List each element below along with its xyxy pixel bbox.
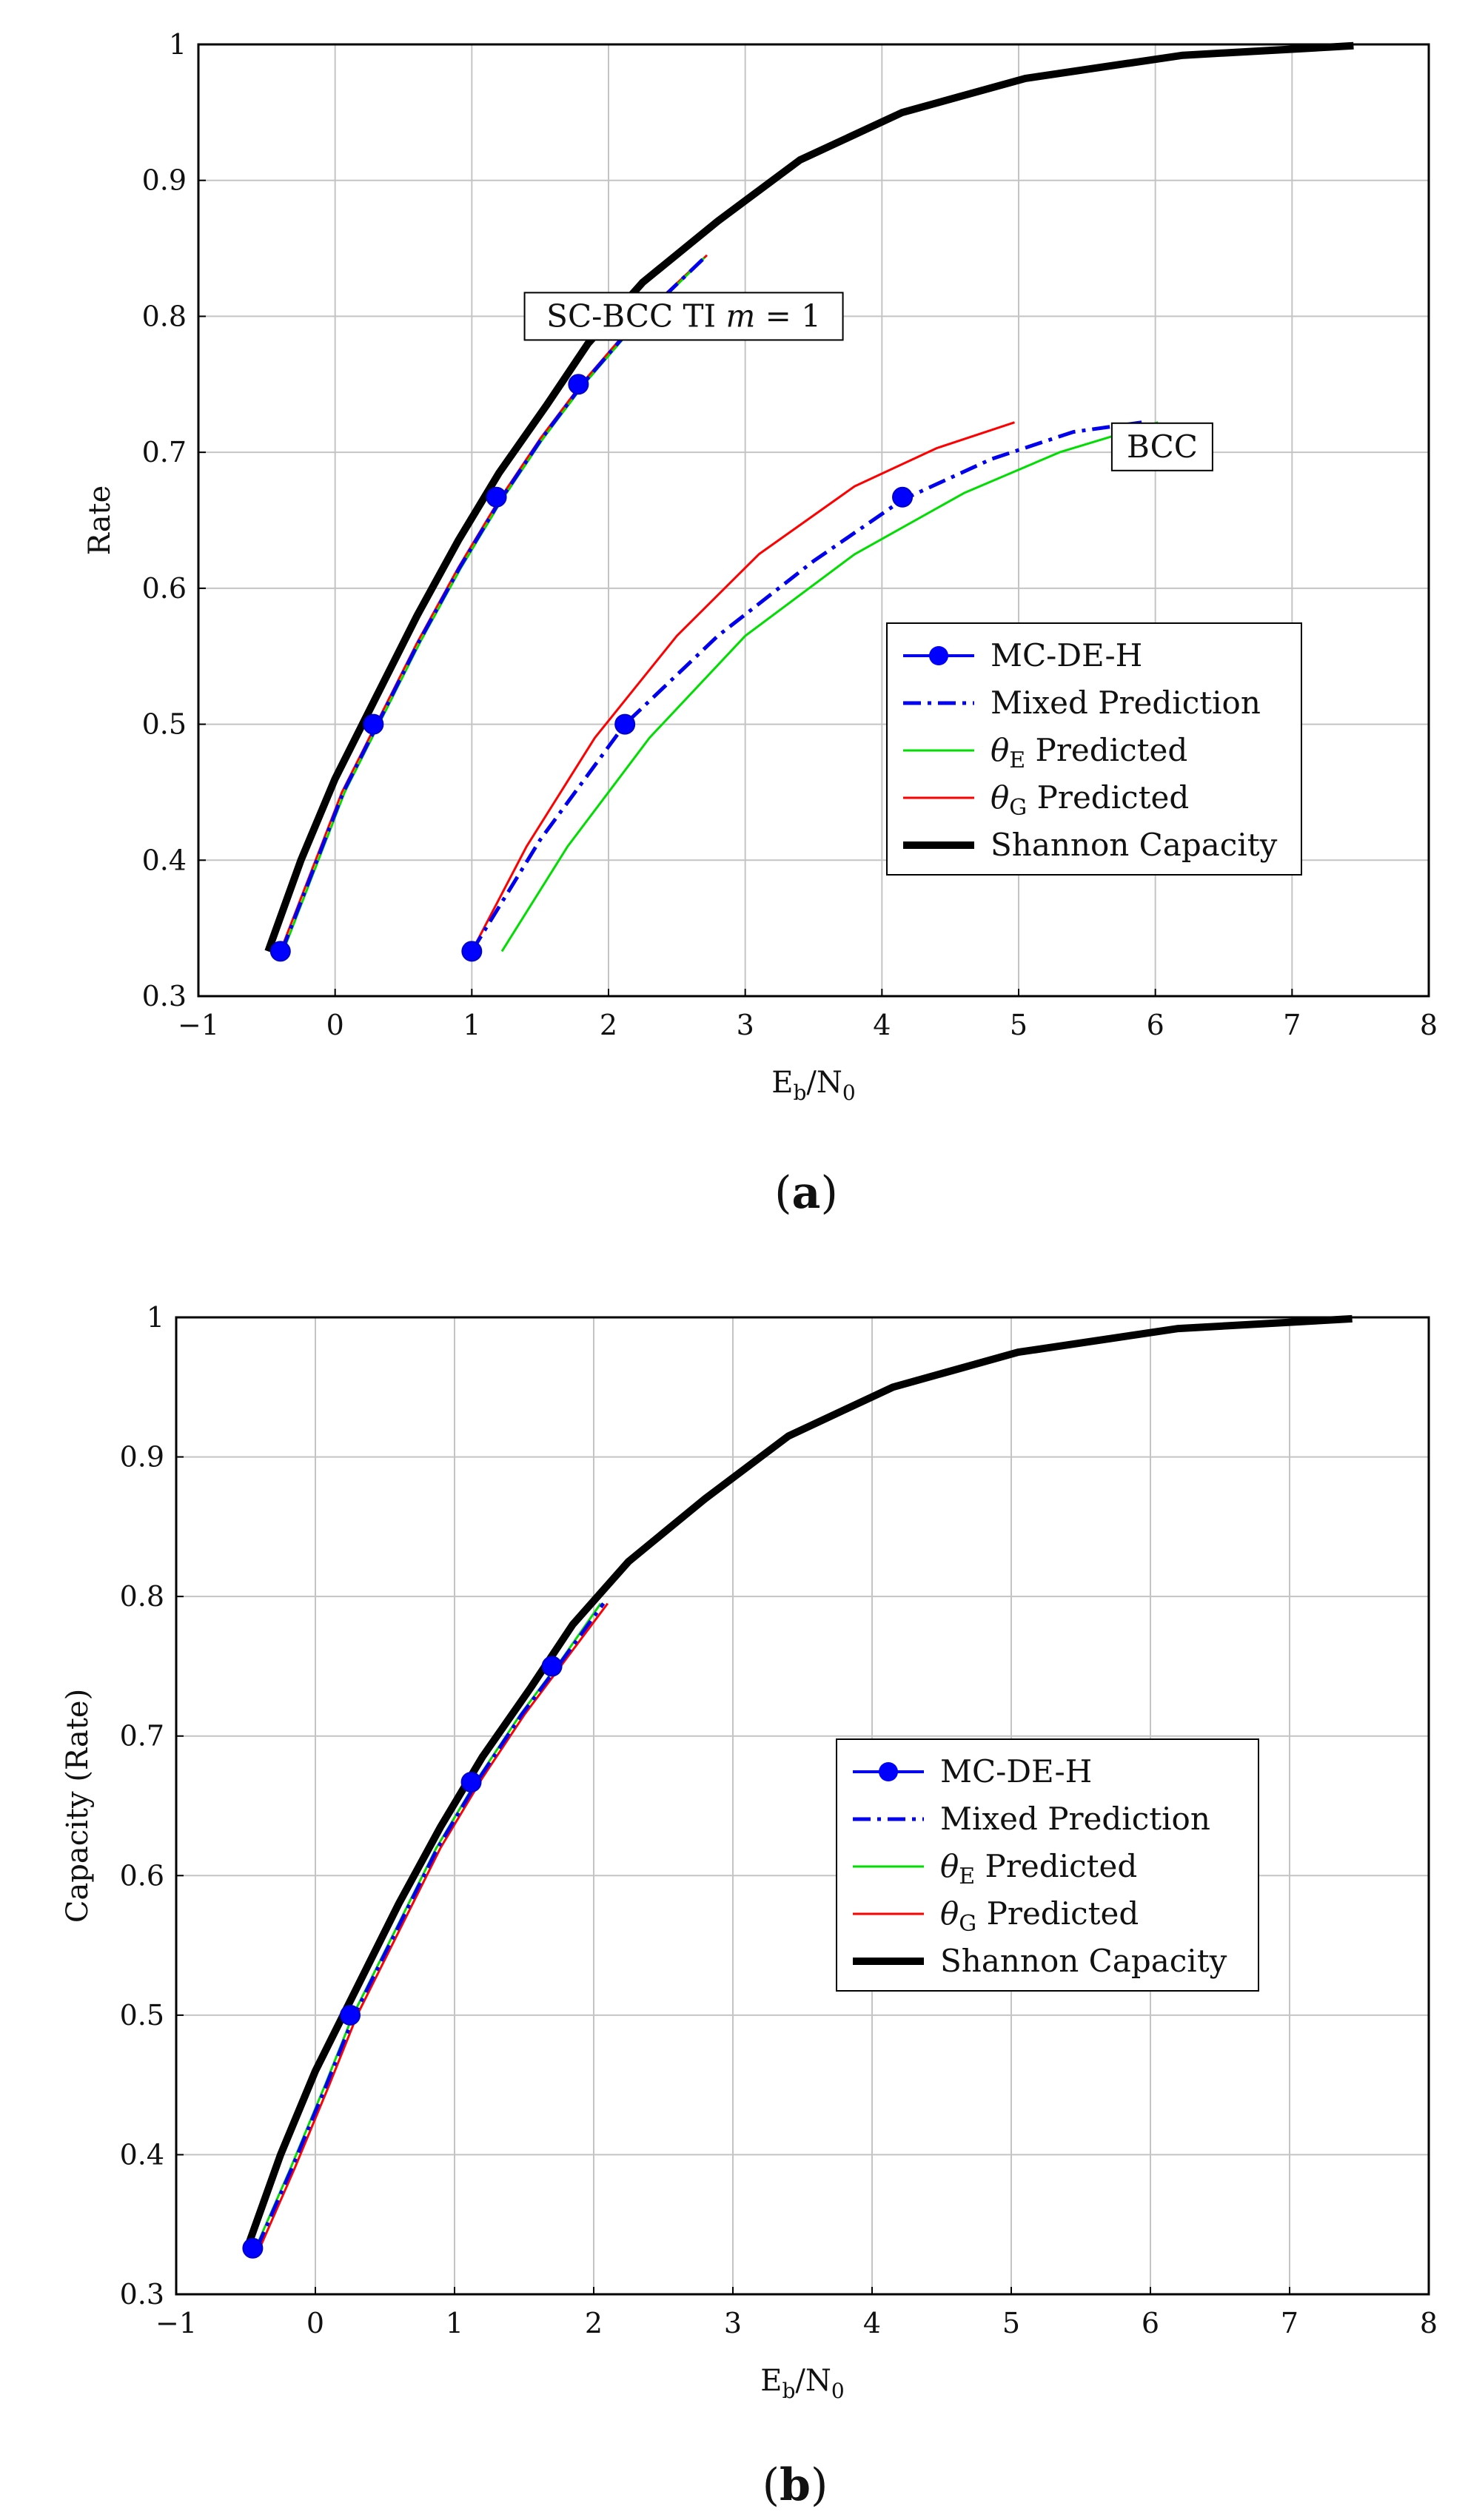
x-tick-label: 4 xyxy=(873,1009,891,1041)
legend-label-4: Shannon Capacity xyxy=(991,827,1278,863)
y-tick-label: 0.9 xyxy=(120,1441,164,1474)
data-point-mc-de-h xyxy=(568,374,589,395)
y-axis-label: Capacity (Rate) xyxy=(61,1689,95,1923)
panel-caption: (b) xyxy=(763,2459,828,2511)
y-tick-label: 0.6 xyxy=(120,1859,164,1892)
series-line-red-5 xyxy=(470,421,1015,952)
x-tick-label: 4 xyxy=(863,2307,881,2339)
series-line-red-1 xyxy=(258,1602,609,2249)
data-point-mc-de-h xyxy=(892,486,914,508)
y-tick-label: 0.8 xyxy=(142,300,187,332)
legend-label-2: θE Predicted xyxy=(991,732,1187,773)
x-tick-label: 7 xyxy=(1283,1009,1301,1041)
x-tick-label: 7 xyxy=(1281,2307,1298,2339)
series-line-green-2 xyxy=(282,257,705,952)
y-tick-label: 0.3 xyxy=(120,2278,164,2311)
legend-label-0: MC-DE-H xyxy=(940,1753,1092,1790)
y-tick-label: 0.5 xyxy=(120,1999,164,2032)
y-tick-label: 0.6 xyxy=(142,572,187,605)
legend-swatch-marker xyxy=(879,1762,898,1781)
x-tick-label: 2 xyxy=(600,1009,617,1041)
y-tick-label: 1 xyxy=(147,1301,164,1334)
y-axis-label: Rate xyxy=(83,485,117,556)
panel-b: −1 0 1 2 3 4 5 6 7 8 0.3 0.4 0.5 0.6 0.7 0.8 0.9 1 MC-DE-H… xyxy=(61,1301,1438,2511)
x-tick-label: 2 xyxy=(585,2307,603,2339)
series-line-shannon-0 xyxy=(264,41,1354,953)
y-tick-label: 0.8 xyxy=(120,1580,164,1613)
panel-caption: (a) xyxy=(774,1167,838,1219)
x-tick-label: 1 xyxy=(446,2307,463,2339)
x-tick-label: 1 xyxy=(463,1009,480,1041)
data-point-mc-de-h xyxy=(242,2237,264,2259)
annotation-box-0 xyxy=(523,292,844,341)
x-tick-label: 6 xyxy=(1142,2307,1159,2339)
legend-label-1: Mixed Prediction xyxy=(991,685,1261,721)
x-tick-label: 8 xyxy=(1420,2307,1438,2339)
x-tick-label: 3 xyxy=(724,2307,742,2339)
data-point-mc-de-h xyxy=(541,1656,563,1677)
y-tick-label: 0.9 xyxy=(142,164,187,197)
legend-label-3: θG Predicted xyxy=(991,779,1189,821)
plot-frame xyxy=(197,43,1430,998)
series-line-shannon-0 xyxy=(244,1314,1353,2250)
series-line-mixed-3 xyxy=(280,256,706,952)
panel-a: −1 0 1 2 3 4 5 6 7 8 0.3 0.4 0.5 0.6 0.7 0.8 0.9 1 SC-BCC … xyxy=(83,28,1438,1219)
x-tick-label: 0 xyxy=(306,2307,324,2339)
data-point-mc-de-h xyxy=(363,713,384,735)
y-tick-label: 0.7 xyxy=(142,436,187,468)
x-axis-label: Eb/N0 xyxy=(760,2364,844,2403)
series-line-mixed-3 xyxy=(255,1602,606,2249)
series-line-red-1 xyxy=(279,254,708,952)
data-point-mc-de-h xyxy=(614,713,636,735)
x-tick-label: 5 xyxy=(1010,1009,1028,1041)
legend-label-1: Mixed Prediction xyxy=(940,1801,1210,1837)
data-point-mc-de-h xyxy=(461,941,483,962)
x-tick-label: 0 xyxy=(326,1009,344,1041)
legend-label-0: MC-DE-H xyxy=(991,637,1142,673)
plot-frame xyxy=(175,1316,1430,2296)
legend-label-3: θG Predicted xyxy=(940,1895,1139,1937)
series-line-mixed-7 xyxy=(470,420,1142,952)
y-tick-label: 1 xyxy=(169,28,187,61)
x-tick-label: −1 xyxy=(155,2307,197,2339)
data-point-mc-de-h xyxy=(269,941,291,962)
y-tick-label: 0.5 xyxy=(142,708,187,741)
y-tick-label: 0.7 xyxy=(120,1720,164,1753)
data-point-mc-de-h xyxy=(340,2004,361,2026)
y-tick-label: 0.4 xyxy=(120,2138,164,2171)
data-point-mc-de-h xyxy=(486,486,507,508)
series-line-green-2 xyxy=(254,1602,602,2249)
annotation-text-1: BCC xyxy=(1127,429,1198,465)
annotation-text-0: SC-BCC TI m = 1 xyxy=(546,298,821,334)
x-tick-label: 3 xyxy=(737,1009,754,1041)
annotation-box-1 xyxy=(1110,422,1213,471)
legend-box xyxy=(886,622,1302,876)
series-line-green-6 xyxy=(500,421,1159,952)
x-axis-label: Eb/N0 xyxy=(771,1066,855,1105)
y-tick-label: 0.4 xyxy=(142,844,187,876)
x-tick-label: −1 xyxy=(178,1009,219,1041)
x-tick-label: 8 xyxy=(1420,1009,1438,1041)
legend-label-2: θE Predicted xyxy=(940,1848,1137,1889)
legend-label-4: Shannon Capacity xyxy=(940,1943,1227,1979)
legend-swatch-marker xyxy=(929,646,948,665)
legend-box xyxy=(836,1738,1259,1992)
x-tick-label: 6 xyxy=(1147,1009,1164,1041)
data-point-mc-de-h xyxy=(460,1771,482,1792)
x-tick-label: 5 xyxy=(1002,2307,1020,2339)
y-tick-label: 0.3 xyxy=(142,980,187,1012)
